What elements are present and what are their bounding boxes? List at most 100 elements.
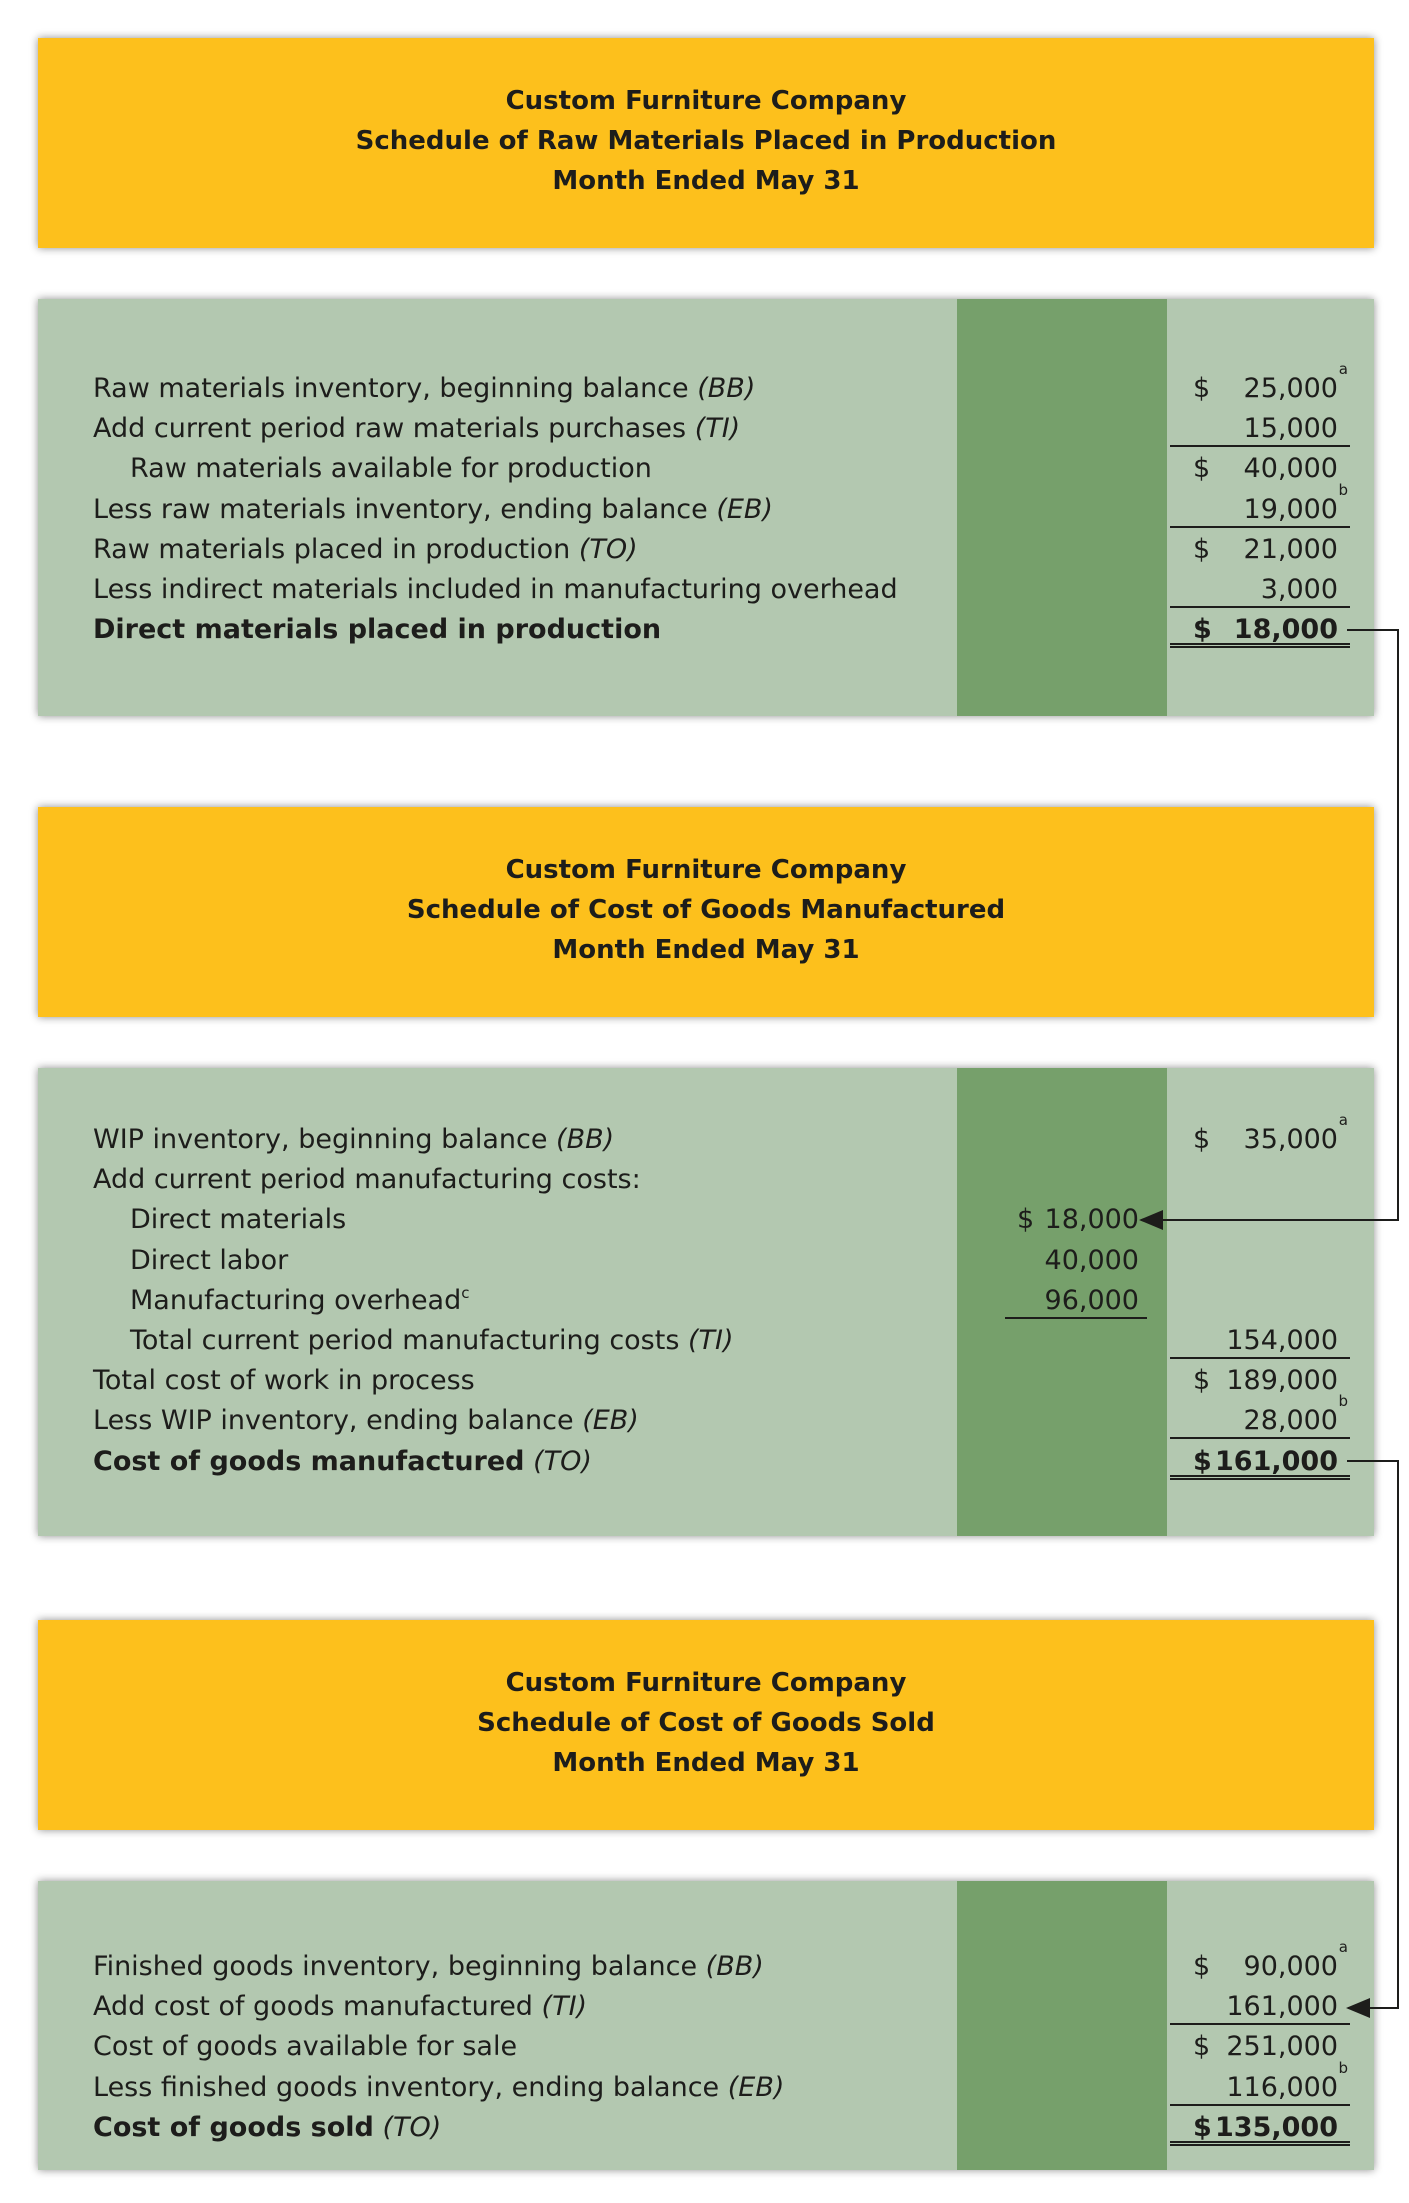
row: Less indirect materials included in manu… (38, 570, 1374, 610)
label-text: Total cost of work in process (93, 1365, 475, 1397)
row-label: Total current period manufacturing costs… (130, 1321, 734, 1361)
amount-cell: 161,000 (1170, 1987, 1350, 2026)
row: Add current period raw materials purchas… (38, 409, 1374, 449)
row: Total cost of work in process $189,000 (38, 1361, 1374, 1401)
label-text: Less raw materials inventory, ending bal… (93, 493, 708, 525)
label-text: WIP inventory, beginning balance (93, 1124, 548, 1155)
amount-cell: $251,000 (1170, 2027, 1350, 2065)
amount: 40,000 (1044, 1244, 1139, 1276)
label-text: Raw materials placed in production (93, 533, 571, 565)
amount: 161,000 (1215, 1445, 1338, 1477)
schedule-body: Finished goods inventory, beginning bala… (38, 1881, 1374, 2170)
amount: 28,000 (1243, 1405, 1338, 1437)
label-tag: (TO) (533, 1445, 592, 1477)
currency: $ (1193, 1951, 1211, 1982)
amount-cell: $161,000 (1170, 1442, 1350, 1480)
row-label: Cost of goods sold (TO) (93, 2108, 441, 2148)
label-text: Add current period manufacturing costs: (93, 1164, 641, 1196)
label-text: Add cost of goods manufactured (93, 1991, 533, 2023)
label-tag: (TO) (382, 2111, 442, 2143)
header-line: Month Ended May 31 (552, 935, 860, 965)
label-text: Less WIP inventory, ending balance (93, 1405, 574, 1437)
amount: 40,000 (1243, 453, 1338, 485)
header-line: Custom Furniture Company (505, 1668, 907, 1698)
row: Raw materials inventory, beginning balan… (38, 362, 1374, 409)
amount: 96,000 (1044, 1284, 1139, 1316)
row-label: Cost of goods manufactured (TO) (93, 1442, 592, 1482)
label-text: Cost of goods sold (93, 2111, 374, 2143)
amount-cell: $35,000 a (1170, 1113, 1350, 1158)
amount: 251,000 (1226, 2031, 1338, 2063)
label-text: Direct labor (130, 1244, 289, 1276)
row-label: Raw materials available for production (130, 449, 652, 489)
header-line: Custom Furniture Company (505, 855, 907, 885)
label-tag: (BB) (556, 1124, 615, 1155)
header-line: Month Ended May 31 (552, 166, 860, 196)
amount-cell: $135,000 (1170, 2108, 1350, 2146)
label-text: Direct materials placed in production (93, 614, 662, 646)
currency: $ (1193, 533, 1211, 565)
currency: $ (1193, 1124, 1211, 1155)
row-label: Less WIP inventory, ending balance (EB) (93, 1401, 639, 1441)
amount-cell: $18,000 (1170, 610, 1350, 649)
label-text: Less indirect materials included in manu… (93, 574, 898, 605)
row: Add cost of goods manufactured (TI) 161,0… (38, 1987, 1374, 2027)
amount: 18,000 (1233, 614, 1338, 646)
amount-cell: $40,000 (1170, 449, 1350, 487)
amount: 116,000 (1226, 2071, 1338, 2103)
amount: 18,000 (1044, 1204, 1139, 1236)
row-label: Finished goods inventory, beginning bala… (93, 1947, 764, 1987)
amount: 21,000 (1243, 533, 1338, 565)
amount: 135,000 (1215, 2111, 1338, 2143)
row: WIP inventory, beginning balance (BB) $35… (38, 1113, 1374, 1160)
amount-cell: 154,000 (1170, 1321, 1350, 1359)
row-label: Less indirect materials included in manu… (93, 570, 898, 610)
row-label: Direct labor (130, 1241, 288, 1281)
label-text: Manufacturing overhead (130, 1284, 462, 1316)
amount-cell: 19,000 b (1170, 482, 1350, 528)
amount-cell: 96,000 (1005, 1281, 1147, 1319)
row-label: WIP inventory, beginning balance (BB) (93, 1120, 614, 1160)
row: Cost of goods sold (TO) $135,000 (38, 2108, 1374, 2148)
label-tag: (BB) (705, 1951, 764, 1982)
row-label: Cost of goods available for sale (93, 2027, 517, 2067)
row: Manufacturing overheadc 96,000 (38, 1281, 1374, 1321)
middle-column (957, 1068, 1167, 1536)
amount-cell: 3,000 (1170, 570, 1350, 608)
schedule-header: Custom Furniture Company Schedule of Raw … (38, 38, 1374, 248)
row: Direct materials $18,000 (38, 1200, 1374, 1240)
label-text: Raw materials available for production (130, 453, 652, 485)
amount-cell: 116,000 b (1170, 2060, 1350, 2106)
amount-cell: $21,000 (1170, 530, 1350, 568)
row: Raw materials available for production $4… (38, 449, 1374, 489)
row-label: Add current period manufacturing costs: (93, 1160, 641, 1200)
label-tag: (EB) (727, 2071, 785, 2103)
amount-cell: 28,000 b (1170, 1394, 1350, 1440)
row: Raw materials placed in production (TO) $… (38, 530, 1374, 570)
currency: $ (1193, 2111, 1212, 2143)
amount: 154,000 (1226, 1325, 1338, 1356)
amount-cell: $189,000 (1170, 1361, 1350, 1399)
row: Direct materials placed in production $18… (38, 610, 1374, 650)
currency: $ (1193, 453, 1211, 485)
label-text: Raw materials inventory, beginning balan… (93, 373, 689, 404)
row-label: Raw materials placed in production (TO) (93, 530, 638, 570)
row-label: Add current period raw materials purchas… (93, 409, 740, 449)
label-text: Total current period manufacturing costs (130, 1325, 680, 1356)
row: Finished goods inventory, beginning bala… (38, 1940, 1374, 1987)
schedule-header: Custom Furniture Company Schedule of Cost… (38, 1620, 1374, 1830)
amount: 90,000 (1243, 1951, 1338, 1982)
amount: 189,000 (1226, 1365, 1338, 1397)
label-tag: (TI) (688, 1325, 734, 1356)
row-label: Direct materials placed in production (93, 610, 661, 650)
label-text: Direct materials (130, 1204, 347, 1236)
currency: $ (1193, 1445, 1212, 1477)
amount-cell: $25,000 a (1170, 362, 1350, 407)
currency: $ (1017, 1204, 1035, 1236)
label-text: Cost of goods manufactured (93, 1445, 525, 1477)
currency: $ (1193, 373, 1211, 404)
label-text: Less finished goods inventory, ending ba… (93, 2071, 720, 2103)
amount-cell: 15,000 (1170, 409, 1350, 448)
currency: $ (1193, 1365, 1211, 1397)
